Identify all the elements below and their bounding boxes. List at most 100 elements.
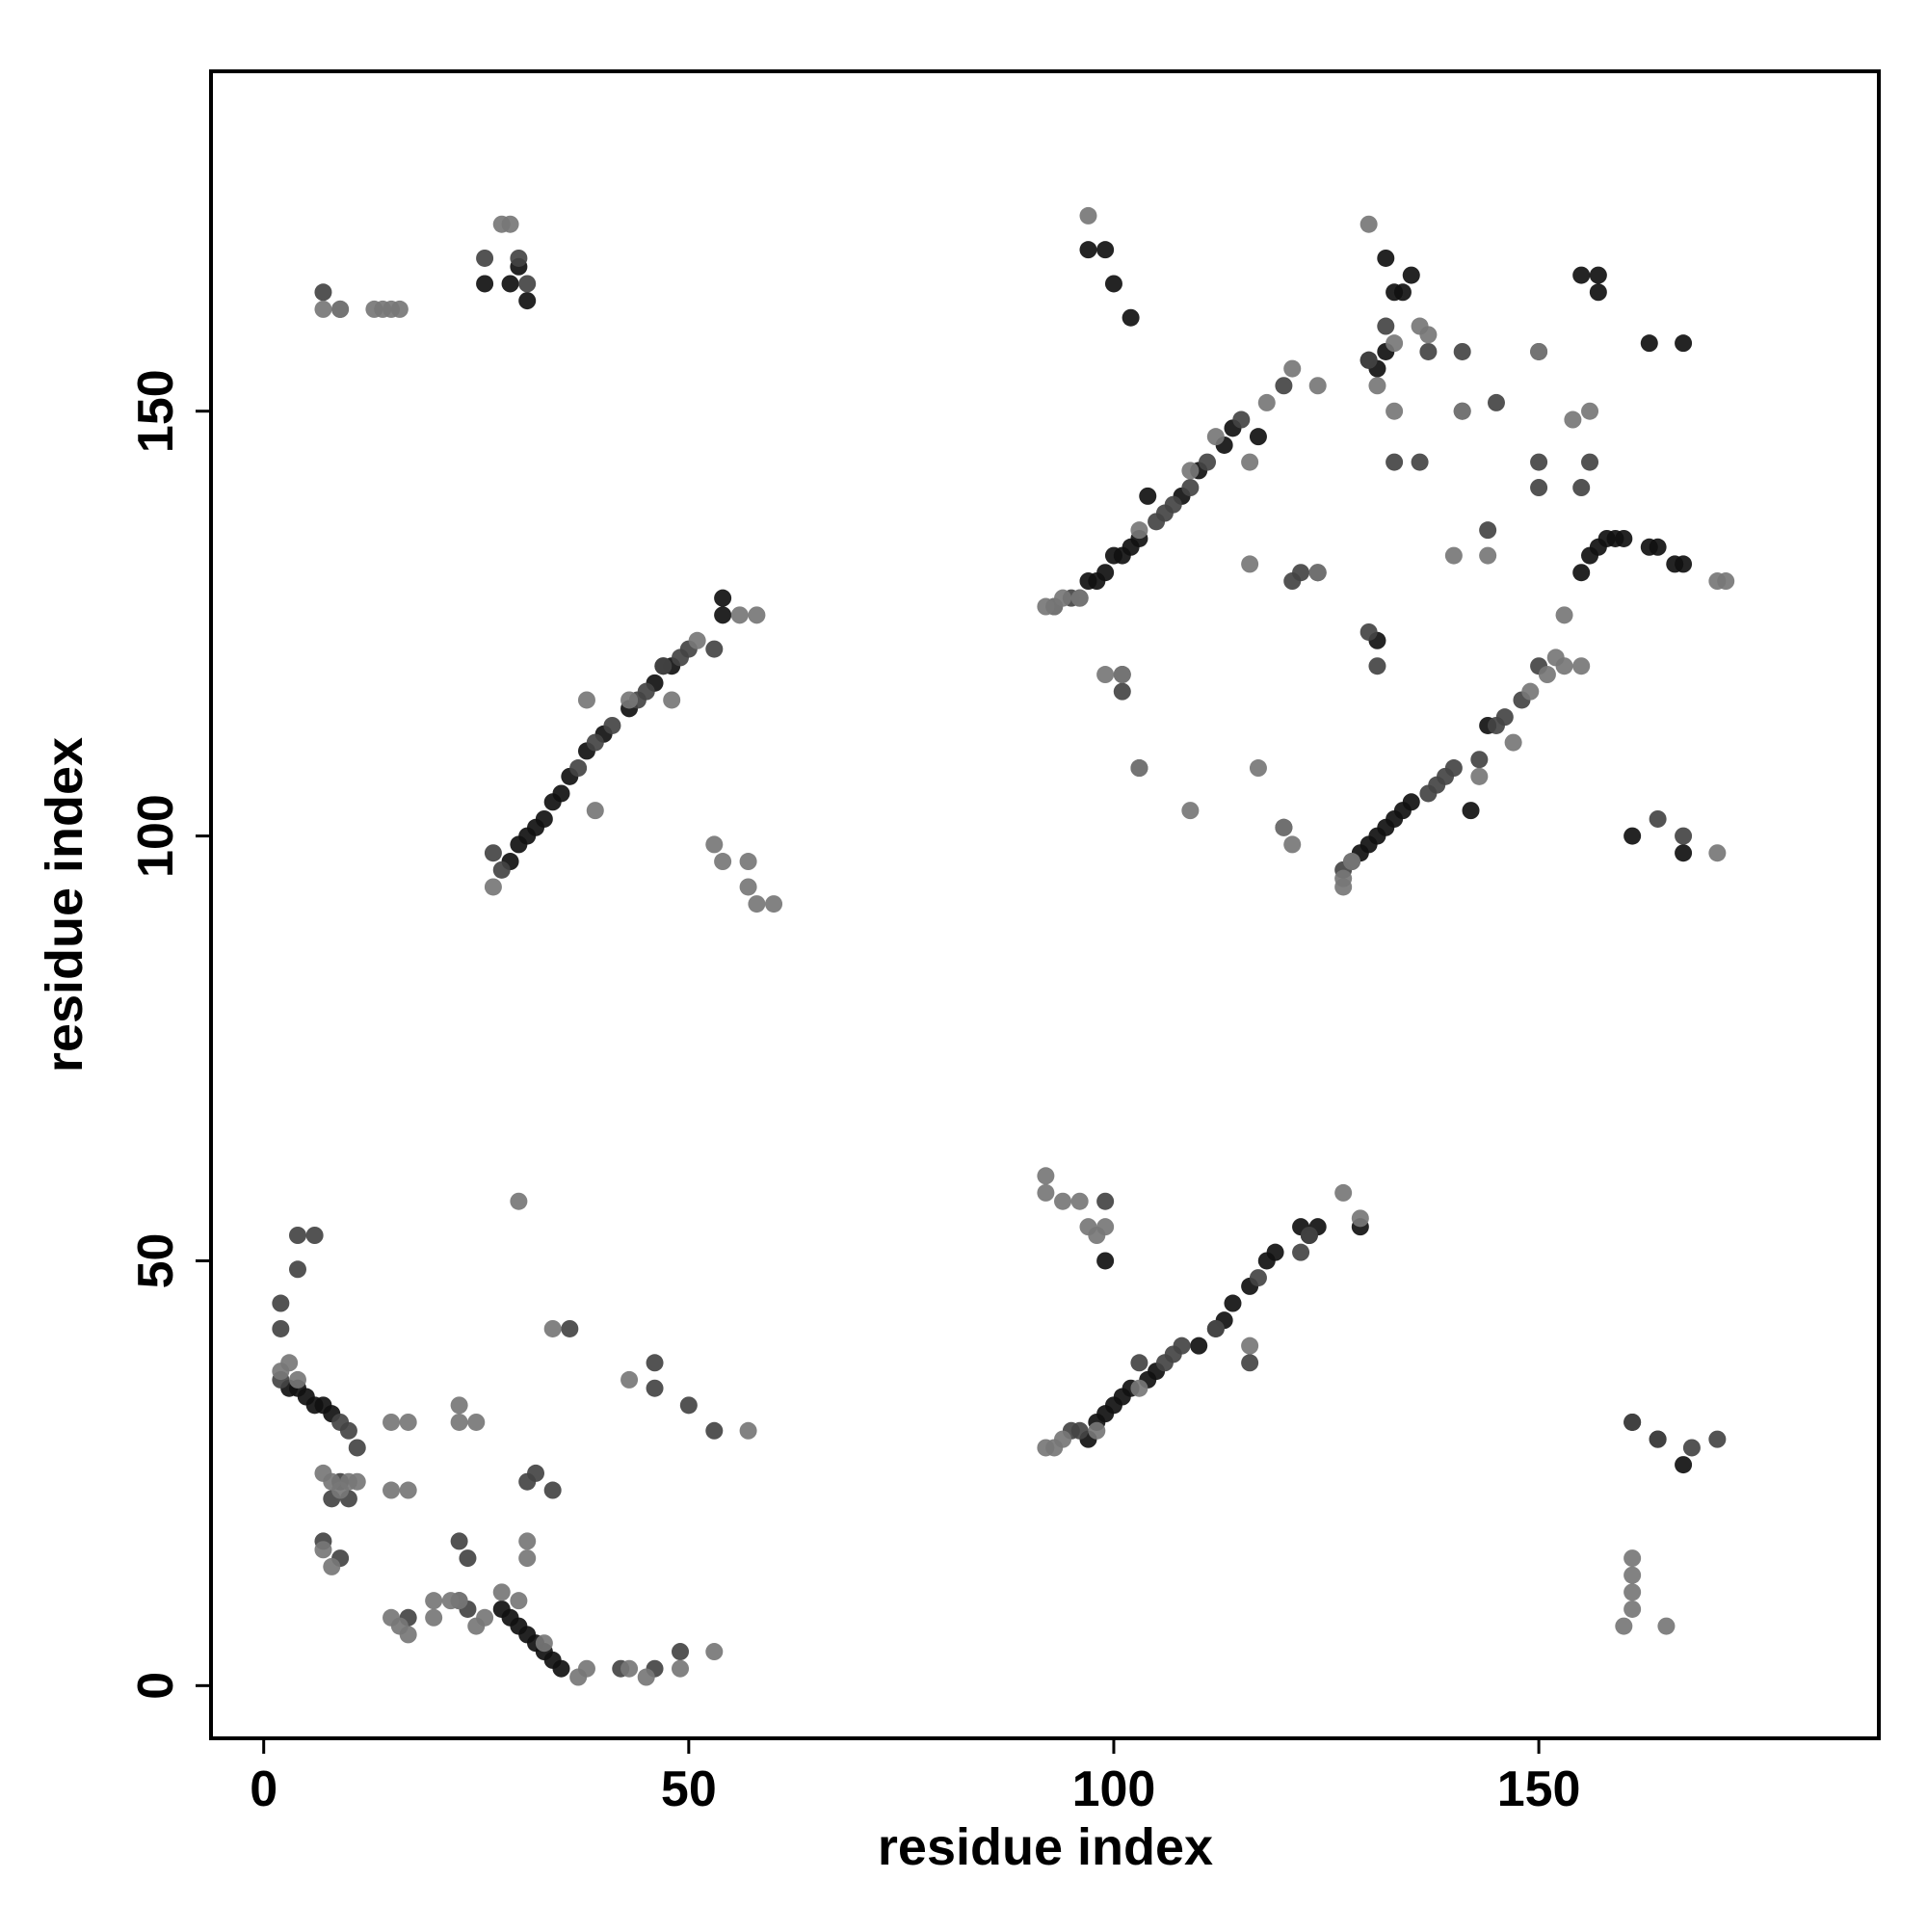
point (1241, 1337, 1259, 1355)
point (1292, 564, 1310, 582)
point (331, 300, 350, 318)
x-tick-label: 150 (1497, 1761, 1581, 1817)
point (425, 1592, 443, 1610)
point (1572, 657, 1591, 675)
point (705, 835, 724, 854)
point (1649, 809, 1667, 828)
point (425, 1608, 443, 1627)
point (535, 1634, 553, 1653)
point (1572, 564, 1591, 582)
point (1181, 802, 1200, 820)
point (1308, 564, 1327, 582)
point (1411, 453, 1429, 471)
point (1224, 1294, 1242, 1312)
point (1453, 402, 1471, 420)
point (586, 802, 604, 820)
point (1623, 827, 1642, 845)
point (1419, 326, 1438, 344)
point (654, 657, 673, 675)
point (688, 631, 706, 649)
point (1249, 428, 1267, 446)
point (1359, 622, 1378, 641)
point (663, 691, 681, 709)
point (1173, 1337, 1191, 1355)
point (543, 1481, 562, 1499)
point (1708, 1430, 1727, 1448)
point (1572, 266, 1591, 284)
point (1070, 589, 1089, 607)
point (1495, 708, 1514, 727)
point (339, 1421, 357, 1440)
point (748, 606, 766, 624)
point (577, 1659, 595, 1678)
point (1257, 393, 1276, 411)
point (1113, 666, 1131, 684)
point (1292, 1243, 1310, 1261)
point (1241, 555, 1259, 573)
point (1037, 1167, 1055, 1185)
point (1623, 1549, 1642, 1568)
point (646, 1379, 664, 1397)
point (399, 1626, 417, 1644)
plot-frame (209, 69, 1881, 1740)
point (1079, 241, 1097, 259)
point (1555, 657, 1573, 675)
point (739, 1421, 757, 1440)
point (501, 215, 519, 233)
point (1470, 767, 1489, 785)
point (1386, 453, 1404, 471)
point (467, 1413, 486, 1431)
point (383, 1413, 401, 1431)
point (620, 691, 639, 709)
point (1649, 1430, 1667, 1448)
point (730, 606, 749, 624)
point (637, 1668, 655, 1686)
point (1113, 682, 1131, 701)
point (1130, 759, 1148, 778)
point (1581, 402, 1599, 420)
point (1555, 606, 1573, 624)
point (1096, 1252, 1115, 1270)
point (272, 1294, 290, 1312)
point (450, 1396, 468, 1415)
point (314, 283, 332, 302)
point (1096, 241, 1115, 259)
y-tick-label: 150 (128, 369, 184, 453)
point (1581, 453, 1599, 471)
point (1122, 308, 1140, 327)
point (1368, 377, 1386, 395)
point (577, 691, 595, 709)
point (1308, 377, 1327, 395)
point (1096, 666, 1115, 684)
point (288, 1370, 306, 1389)
point (1444, 759, 1463, 778)
point (1615, 529, 1633, 547)
point (739, 878, 757, 896)
point (450, 1413, 468, 1431)
point (1079, 206, 1097, 225)
point (510, 249, 528, 267)
point (1249, 759, 1267, 778)
point (1334, 869, 1353, 887)
point (518, 1549, 537, 1568)
point (492, 1583, 511, 1601)
point (1479, 521, 1497, 540)
point (672, 1643, 690, 1661)
point (1096, 1218, 1115, 1236)
point (679, 1396, 698, 1415)
point (543, 1319, 562, 1337)
x-tick-label: 0 (250, 1761, 277, 1817)
point (1530, 342, 1548, 360)
point (476, 249, 494, 267)
y-tick-label: 50 (128, 1233, 184, 1289)
point (1130, 521, 1148, 540)
point (1283, 835, 1302, 854)
point (383, 1481, 401, 1499)
point (1351, 1209, 1369, 1228)
point (1530, 479, 1548, 497)
point (1708, 844, 1727, 862)
point (1275, 818, 1293, 836)
point (646, 1354, 664, 1372)
point (1589, 283, 1607, 302)
point (1530, 453, 1548, 471)
